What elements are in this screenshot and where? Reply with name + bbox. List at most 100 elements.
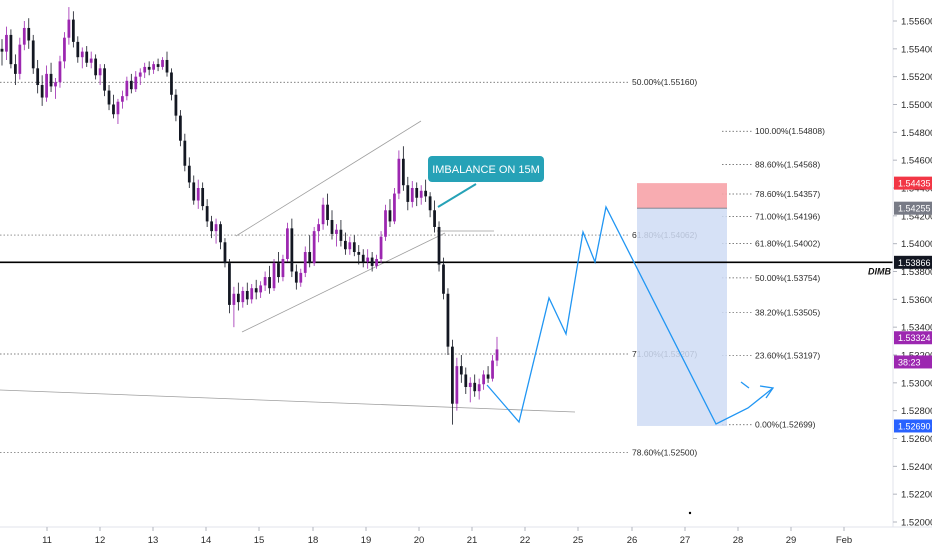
candle-body [58,61,62,83]
candle-body [196,188,200,201]
projection-path[interactable] [486,205,774,425]
price-tick-label: 1.54000 [901,239,932,250]
price-tag-label: 1.53324 [898,333,931,343]
price-tick-label: 1.53000 [901,378,932,389]
price-tag-label: 1.53866 [898,258,931,268]
fib-left-level-label: 78.60%(1.52500) [632,447,697,457]
fib-right-level-label: 50.00%(1.53754) [755,273,820,283]
candle-body [259,285,263,293]
candlestick-series[interactable] [0,7,499,425]
price-tick-label: 1.54600 [901,156,932,167]
stop-loss-zone[interactable] [637,183,727,209]
candle-body [45,73,48,98]
candle-body [22,27,26,45]
candle-body [9,34,13,65]
candle-body [308,252,312,264]
time-tick-label: 14 [201,535,212,546]
price-tag-box [894,331,932,345]
candle-body [49,73,53,87]
candle-body [54,82,57,87]
candle-body [375,258,378,266]
candle-body [214,224,218,232]
candle-body [156,64,160,67]
candle-body [468,382,472,388]
price-tick-label: 1.52000 [901,518,932,529]
time-tick-label: 22 [520,535,531,546]
candle-body [317,224,321,232]
candle-body [361,254,365,262]
candle-body [312,231,316,264]
time-tick-label: 27 [680,535,691,546]
channel-lower-line[interactable] [241,232,446,333]
time-tick-label: 19 [361,535,372,546]
candle-body [272,263,276,289]
fib-right-level-label: 38.20%(1.53505) [755,308,820,318]
candle-body [451,346,454,404]
price-tick-label: 1.53400 [901,323,932,334]
candle-body [201,188,205,207]
candle-body [241,290,245,303]
candle-body [121,96,124,102]
take-profit-zone[interactable] [637,208,727,426]
candle-body [192,182,196,201]
price-tick-label: 1.52800 [901,406,932,417]
candle-body [335,229,338,234]
price-tick-label: 1.54200 [901,211,932,222]
candle-body [401,158,405,186]
candle-body [455,366,459,404]
candle-body [138,72,142,77]
candle-body [406,185,410,202]
candle-body [107,90,111,105]
candle-body [446,293,450,347]
candle-body [277,263,280,278]
callout-label: IMBALANCE ON 15M [432,164,540,176]
candle-body [397,158,401,194]
candle-body [379,236,383,259]
support-trendline[interactable] [0,389,576,413]
price-tag-label: 1.52690 [898,421,931,431]
candle-body [491,360,494,379]
time-tick-label: 11 [42,535,52,546]
fib-right-level-label: 88.60%(1.54568) [755,160,820,170]
candle-body [85,51,89,63]
candle-body [486,374,490,379]
imbalance-callout[interactable]: IMBALANCE ON 15M [428,156,544,208]
candle-body [428,196,432,211]
candle-body [366,257,370,262]
position-tool[interactable] [637,183,727,426]
candle-body [326,204,329,221]
candle-body [263,277,267,286]
candle-body [384,210,387,237]
ascending-channel[interactable] [235,120,446,333]
time-tick-label: Feb [836,535,852,546]
candle-body [357,252,361,255]
fib-right-level-label: 78.60%(1.54357) [755,189,820,199]
candle-body [388,210,392,222]
candle-body [415,188,419,198]
candle-body [236,293,240,303]
candle-body [437,226,441,265]
price-tag-label: 38:23 [898,357,921,367]
candle-body [286,228,289,259]
price-tick-label: 1.52600 [901,434,932,445]
candle-body [98,68,102,76]
candle-body [473,382,477,392]
candle-body [80,51,84,58]
candle-body [299,272,303,283]
candle-body [27,27,31,41]
candle-body [219,224,222,243]
time-tick-label: 21 [467,535,478,546]
time-axis[interactable]: 11 12 13 14 15 18 19 20 21 22 25 26 27 28 29 Feb [0,526,932,546]
price-projection[interactable] [486,205,775,425]
price-tag-label: 1.54255 [898,204,931,214]
callout-box[interactable] [428,156,544,182]
candle-body [178,115,182,141]
time-tick-label: 26 [627,535,638,546]
candle-body [13,64,17,74]
candle-body [268,277,271,289]
price-tick-label: 1.55400 [901,44,932,55]
price-tag-box [894,355,932,369]
price-tag-box [894,201,932,215]
channel-upper-line[interactable] [235,120,422,237]
